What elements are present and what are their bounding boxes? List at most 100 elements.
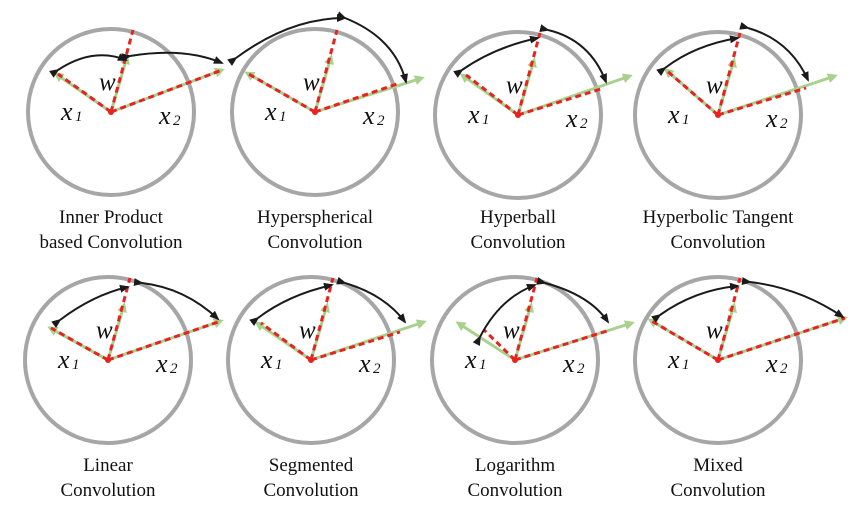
symbol-x2: x	[158, 101, 171, 130]
subscript-1: 1	[275, 357, 283, 373]
subscript-2: 2	[170, 361, 178, 377]
vector-w-green	[313, 54, 334, 113]
dashed-x2	[514, 328, 611, 362]
angle-arc-right	[539, 24, 607, 84]
unit-circle	[433, 30, 603, 200]
subscript-1: 1	[482, 112, 490, 128]
dashed-x1	[246, 71, 316, 114]
symbol-x1: x	[464, 345, 477, 374]
panel-title-line2: Convolution	[263, 480, 359, 501]
dashed-x1	[465, 73, 519, 117]
dashed-x1	[665, 68, 719, 117]
symbol-x2: x	[765, 349, 778, 378]
origin-dot	[515, 112, 521, 118]
symbol-x1: x	[57, 345, 70, 374]
unit-circle	[430, 275, 600, 445]
dashed-x2	[517, 86, 605, 117]
vector-x2-green	[517, 73, 633, 117]
symbol-x1: x	[260, 345, 273, 374]
origin-dot	[715, 357, 721, 363]
angle-arc-left	[227, 14, 347, 66]
panel-title-line2: Convolution	[670, 232, 766, 253]
symbol-x2: x	[562, 349, 575, 378]
unit-circle	[226, 275, 396, 445]
angle-arc-left	[656, 35, 740, 77]
angle-arc-left	[249, 282, 334, 327]
panel-title-line2: Convolution	[267, 232, 363, 253]
subscript-1: 1	[682, 112, 690, 128]
symbol-w: w	[506, 72, 523, 99]
symbol-w: w	[299, 317, 316, 344]
symbol-w: w	[303, 69, 320, 96]
dashed-x1	[260, 321, 312, 362]
symbol-w: w	[99, 69, 116, 96]
origin-dot	[312, 109, 318, 115]
angle-arc-right	[336, 276, 407, 324]
angle-arc-right	[133, 278, 220, 321]
symbol-x2: x	[565, 104, 578, 133]
subscript-2: 2	[780, 116, 788, 132]
subscript-2: 2	[577, 361, 585, 377]
unit-circle	[23, 275, 193, 445]
angle-arc-right	[536, 277, 610, 324]
panel-title-line1: Inner Product	[59, 207, 164, 228]
subscript-1: 1	[682, 357, 690, 373]
symbol-x1: x	[667, 345, 680, 374]
symbol-x1: x	[264, 97, 277, 126]
panel-title-line1: Mixed	[693, 455, 743, 476]
origin-dot	[512, 357, 518, 363]
symbol-x2: x	[765, 104, 778, 133]
angle-arc-right	[336, 11, 408, 84]
angle-arc-left	[651, 282, 740, 323]
subscript-2: 2	[377, 113, 385, 129]
panel-title-line1: Hyperspherical	[257, 207, 373, 228]
angle-arc-left	[453, 35, 540, 78]
unit-circle	[633, 275, 803, 445]
unit-circle	[633, 30, 803, 200]
subscript-2: 2	[780, 361, 788, 377]
subscript-2: 2	[173, 113, 181, 129]
vector-x2-green	[110, 67, 225, 114]
panel-title-line1: Hyperbolic Tangent	[643, 207, 795, 228]
symbol-x2: x	[358, 349, 371, 378]
angle-arc-left	[472, 284, 537, 346]
symbol-w: w	[503, 317, 520, 344]
origin-dot	[108, 109, 114, 115]
dashed-x2	[717, 316, 846, 362]
panel-title-line1: Segmented	[269, 455, 354, 476]
origin-dot	[105, 357, 111, 363]
symbol-w: w	[706, 72, 723, 99]
panel-title-line2: Convolution	[60, 480, 156, 501]
dashed-x2	[717, 86, 807, 117]
subscript-2: 2	[373, 361, 381, 377]
symbol-w: w	[96, 317, 113, 344]
symbol-w: w	[706, 317, 723, 344]
subscript-1: 1	[72, 357, 80, 373]
origin-dot	[308, 357, 314, 363]
subscript-1: 1	[75, 109, 83, 125]
subscript-1: 1	[479, 357, 487, 373]
angle-arc-right	[741, 277, 845, 319]
vector-x2-green	[107, 318, 224, 362]
dashed-x2	[314, 81, 401, 114]
panel-title-line2: Convolution	[470, 232, 566, 253]
panel-title-line1: Linear	[83, 455, 133, 476]
panel-title-line2: based Convolution	[39, 232, 183, 253]
panel-title-line1: Logarithm	[475, 455, 555, 476]
angle-arc-left	[51, 284, 130, 329]
angle-arc-left	[49, 53, 128, 78]
vector-x2-green	[310, 319, 427, 362]
unit-circle	[26, 27, 196, 197]
symbol-x1: x	[60, 97, 73, 126]
symbol-x1: x	[667, 100, 680, 129]
dashed-x1	[57, 72, 112, 114]
panel-title-line1: Hyperball	[480, 207, 556, 228]
